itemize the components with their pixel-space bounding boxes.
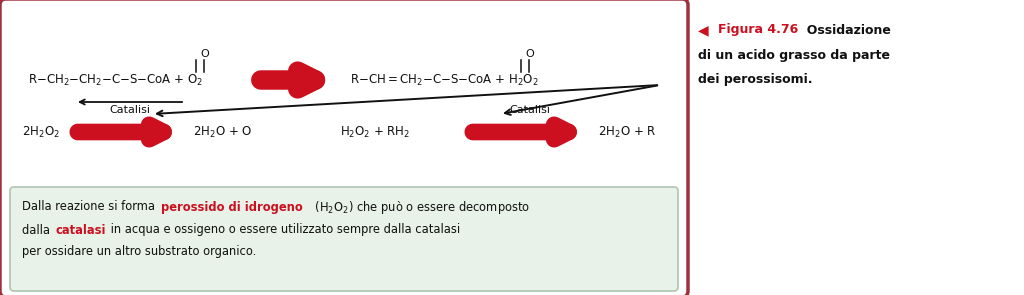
- Text: 2H$_2$O$_2$: 2H$_2$O$_2$: [22, 124, 59, 140]
- Text: 2H$_2$O + R: 2H$_2$O + R: [598, 124, 656, 140]
- Text: per ossidare un altro substrato organico.: per ossidare un altro substrato organico…: [22, 245, 256, 258]
- Text: Catalisi: Catalisi: [110, 105, 151, 115]
- FancyBboxPatch shape: [0, 0, 688, 295]
- Text: ◀: ◀: [698, 23, 714, 37]
- FancyBboxPatch shape: [10, 187, 678, 291]
- Text: Catalisi: Catalisi: [510, 105, 551, 115]
- Text: R$-$CH$=$CH$_2$$-$C$-$S$-$CoA + H$_2$O$_2$: R$-$CH$=$CH$_2$$-$C$-$S$-$CoA + H$_2$O$_…: [350, 73, 539, 88]
- Text: in acqua e ossigeno o essere utilizzato sempre dalla catalasi: in acqua e ossigeno o essere utilizzato …: [106, 224, 460, 237]
- Text: perossido di idrogeno: perossido di idrogeno: [161, 201, 303, 214]
- Text: O: O: [525, 49, 534, 59]
- Text: catalasi: catalasi: [56, 224, 106, 237]
- Text: Ossidazione: Ossidazione: [798, 24, 891, 37]
- Text: dei perossisomi.: dei perossisomi.: [698, 73, 812, 86]
- Text: Dalla reazione si forma: Dalla reazione si forma: [22, 201, 159, 214]
- Text: H$_2$O$_2$ + RH$_2$: H$_2$O$_2$ + RH$_2$: [340, 124, 411, 140]
- Text: dalla: dalla: [22, 224, 53, 237]
- Text: 2H$_2$O + O: 2H$_2$O + O: [193, 124, 252, 140]
- Text: di un acido grasso da parte: di un acido grasso da parte: [698, 48, 890, 61]
- Text: (H$_2$O$_2$) che può o essere decomposto: (H$_2$O$_2$) che può o essere decomposto: [311, 199, 530, 216]
- Text: O: O: [200, 49, 209, 59]
- Text: R$-$CH$_2$$-$CH$_2$$-$C$-$S$-$CoA + O$_2$: R$-$CH$_2$$-$CH$_2$$-$C$-$S$-$CoA + O$_2…: [28, 73, 203, 88]
- Text: Figura 4.76: Figura 4.76: [718, 24, 799, 37]
